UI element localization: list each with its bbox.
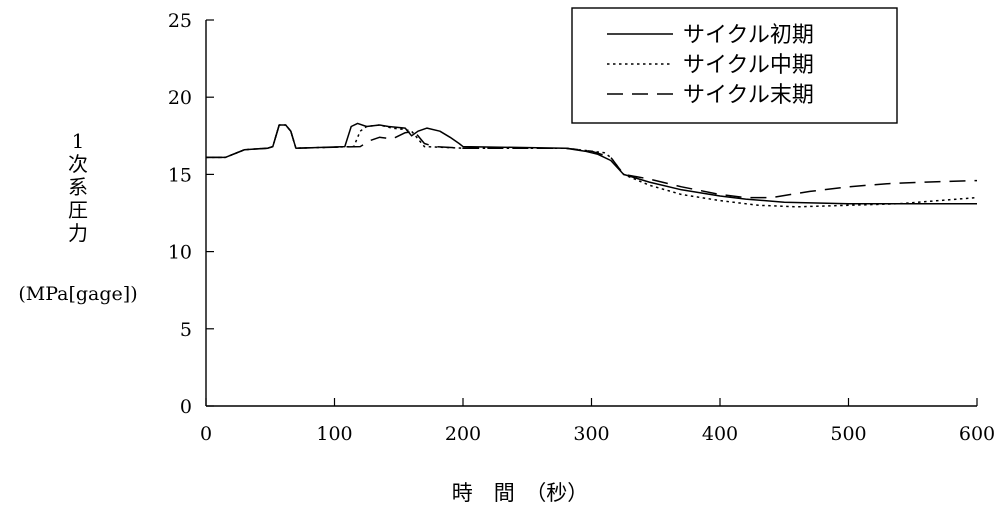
x-tick-label: 100 [316,423,352,445]
y-axis-label-char: 次 [68,152,88,176]
series-layer [206,122,978,208]
y-axis-unit: (MPa[gage]) [18,283,137,305]
y-tick-label: 5 [180,319,192,341]
y-axis-label-char: 1 [72,129,85,153]
y-axis-label-char: 系 [68,175,88,199]
legend-entry-1: サイクル初期 [683,23,814,48]
series-line-2 [206,124,978,208]
series-line-1 [206,122,977,205]
legend-entry-2: サイクル中期 [683,53,814,78]
y-tick-label: 20 [168,87,192,109]
x-tick-label: 200 [445,423,481,445]
y-tick-label: 0 [180,396,192,418]
legend-entry-3: サイクル末期 [683,83,814,108]
x-tick-label: 300 [573,423,609,445]
axes: 0 5 10 15 20 25 0 100 200 300 400 500 600 [168,10,995,445]
y-tick-label: 10 [168,242,192,264]
series-line-3 [206,124,978,199]
y-tick-label: 15 [168,164,192,186]
x-tick-label: 400 [702,423,738,445]
x-axis-label: 時 間 （秒） [452,481,589,505]
legend-box [571,7,898,124]
x-tick-label: 500 [830,423,866,445]
x-tick-label: 0 [200,423,212,445]
x-tick-label: 600 [959,423,995,445]
y-axis-label-char: 力 [68,221,88,245]
y-axis-label-char: 圧 [68,198,88,222]
y-tick-label: 25 [168,10,192,32]
